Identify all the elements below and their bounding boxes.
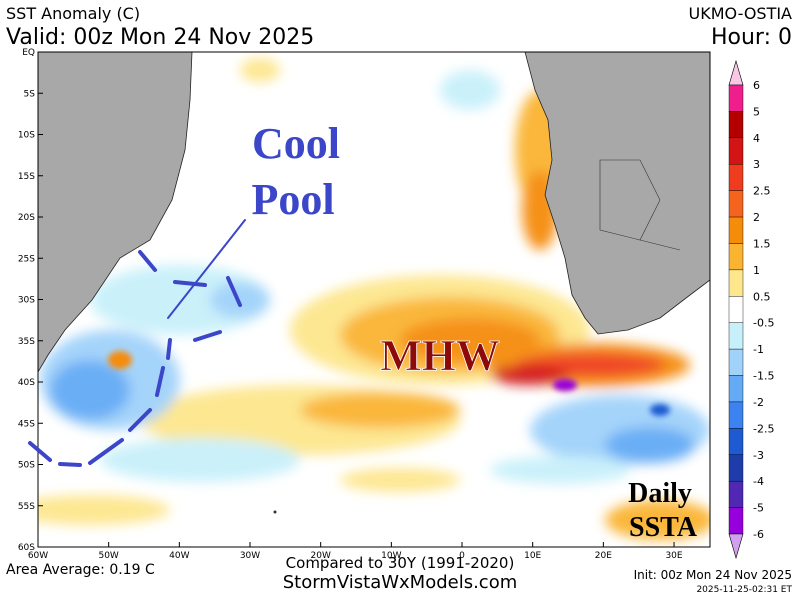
colorbar-label: -4 [753,475,764,488]
colorbar-label: 1 [753,264,760,277]
colorbar-label: -1 [753,343,764,356]
lon-label: 0 [459,551,465,561]
colorbar-swatch [728,454,744,482]
lat-label: 5S [24,89,36,99]
lat-label: 15S [18,172,35,182]
colorbar-over [728,59,744,86]
colorbar-swatch [728,216,744,244]
colorbar-label: 4 [753,132,760,145]
area-average: Area Average: 0.19 C [6,562,155,578]
lon-label: 60W [28,551,48,561]
daily-label: SSTA [629,512,698,543]
cool-pool-label: Cool [252,119,340,168]
cool-pool-outline [28,219,246,467]
colorbar-label: -6 [753,528,764,541]
comparison-note: Compared to 30Y (1991-2020) [286,554,515,572]
lat-label: 35S [18,337,35,347]
timestamp: 2025-11-25-02:31 ET [696,585,792,595]
model-name: UKMO-OSTIA [689,4,793,23]
colorbar-label: -2.5 [753,422,774,435]
title: SST Anomaly (C) [6,4,140,23]
colorbar-swatch [728,480,744,508]
colorbar-label: -5 [753,502,764,515]
init-time: Init: 00z Mon 24 Nov 2025 [634,568,792,582]
lon-label: 40W [169,551,189,561]
lat-label: 20S [18,213,35,223]
lat-label: 40S [18,378,35,388]
lat-label: 60S [18,543,35,553]
colorbar-label: -3 [753,449,764,462]
colorbar-swatch [728,84,744,112]
lat-label: 30S [18,296,35,306]
colorbar-swatch [728,296,744,323]
colorbar-swatch [728,507,744,535]
lat-label: EQ [22,48,35,58]
lon-label: 30E [665,551,682,561]
colorbar-swatch [728,322,744,350]
colorbar-label: 0.5 [753,290,771,303]
colorbar-swatch [728,375,744,403]
cool-pool-label: Pool [251,175,334,224]
lon-label: 20E [595,551,612,561]
daily-label: Daily [628,478,692,509]
colorbar-swatch [728,190,744,218]
colorbar-swatch [728,111,744,139]
colorbar-label: 2.5 [753,185,771,198]
colorbar-under [728,533,744,560]
colorbar-label: -2 [753,396,764,409]
forecast-hour: Hour: 0 [711,25,792,50]
colorbar-swatch [728,348,744,376]
map-axes: EQ 5S 10S 15S 20S 25S 30S 35S 40S 45S 50S 55S 60S60W… [18,48,683,561]
colorbar-label: 6 [753,79,760,92]
site-name: StormVistaWxModels.com [283,572,518,593]
colorbar-label: 2 [753,211,760,224]
mhw-label: MHW [380,331,500,380]
lon-label: 10W [381,551,401,561]
colorbar-swatch [728,243,744,271]
colorbar-swatch [728,137,744,165]
lon-label: 10E [524,551,541,561]
colorbar-label: 3 [753,158,760,171]
colorbar-swatch [728,164,744,191]
valid-time: Valid: 00z Mon 24 Nov 2025 [6,25,314,50]
colorbar-label: -1.5 [753,370,774,383]
lon-label: 50W [98,551,118,561]
lat-label: 45S [18,419,35,429]
lon-label: 30W [240,551,260,561]
lat-label: 50S [18,461,35,471]
colorbar: 6 5 4 3 2.5 2 1.5 1 0.5 -0.5 -1 -1.5 -2 -2.5 -3 -4 -5 -6 [728,59,774,560]
colorbar-label: -0.5 [753,317,774,330]
colorbar-swatch [728,401,744,429]
colorbar-swatch [728,269,744,297]
colorbar-swatch [728,428,744,455]
colorbar-label: 1.5 [753,237,771,250]
lat-label: 10S [18,131,35,141]
lat-label: 55S [18,502,35,512]
lon-label: 20W [311,551,331,561]
lat-label: 25S [18,254,35,264]
map-area [38,52,710,547]
colorbar-label: 5 [753,105,760,118]
